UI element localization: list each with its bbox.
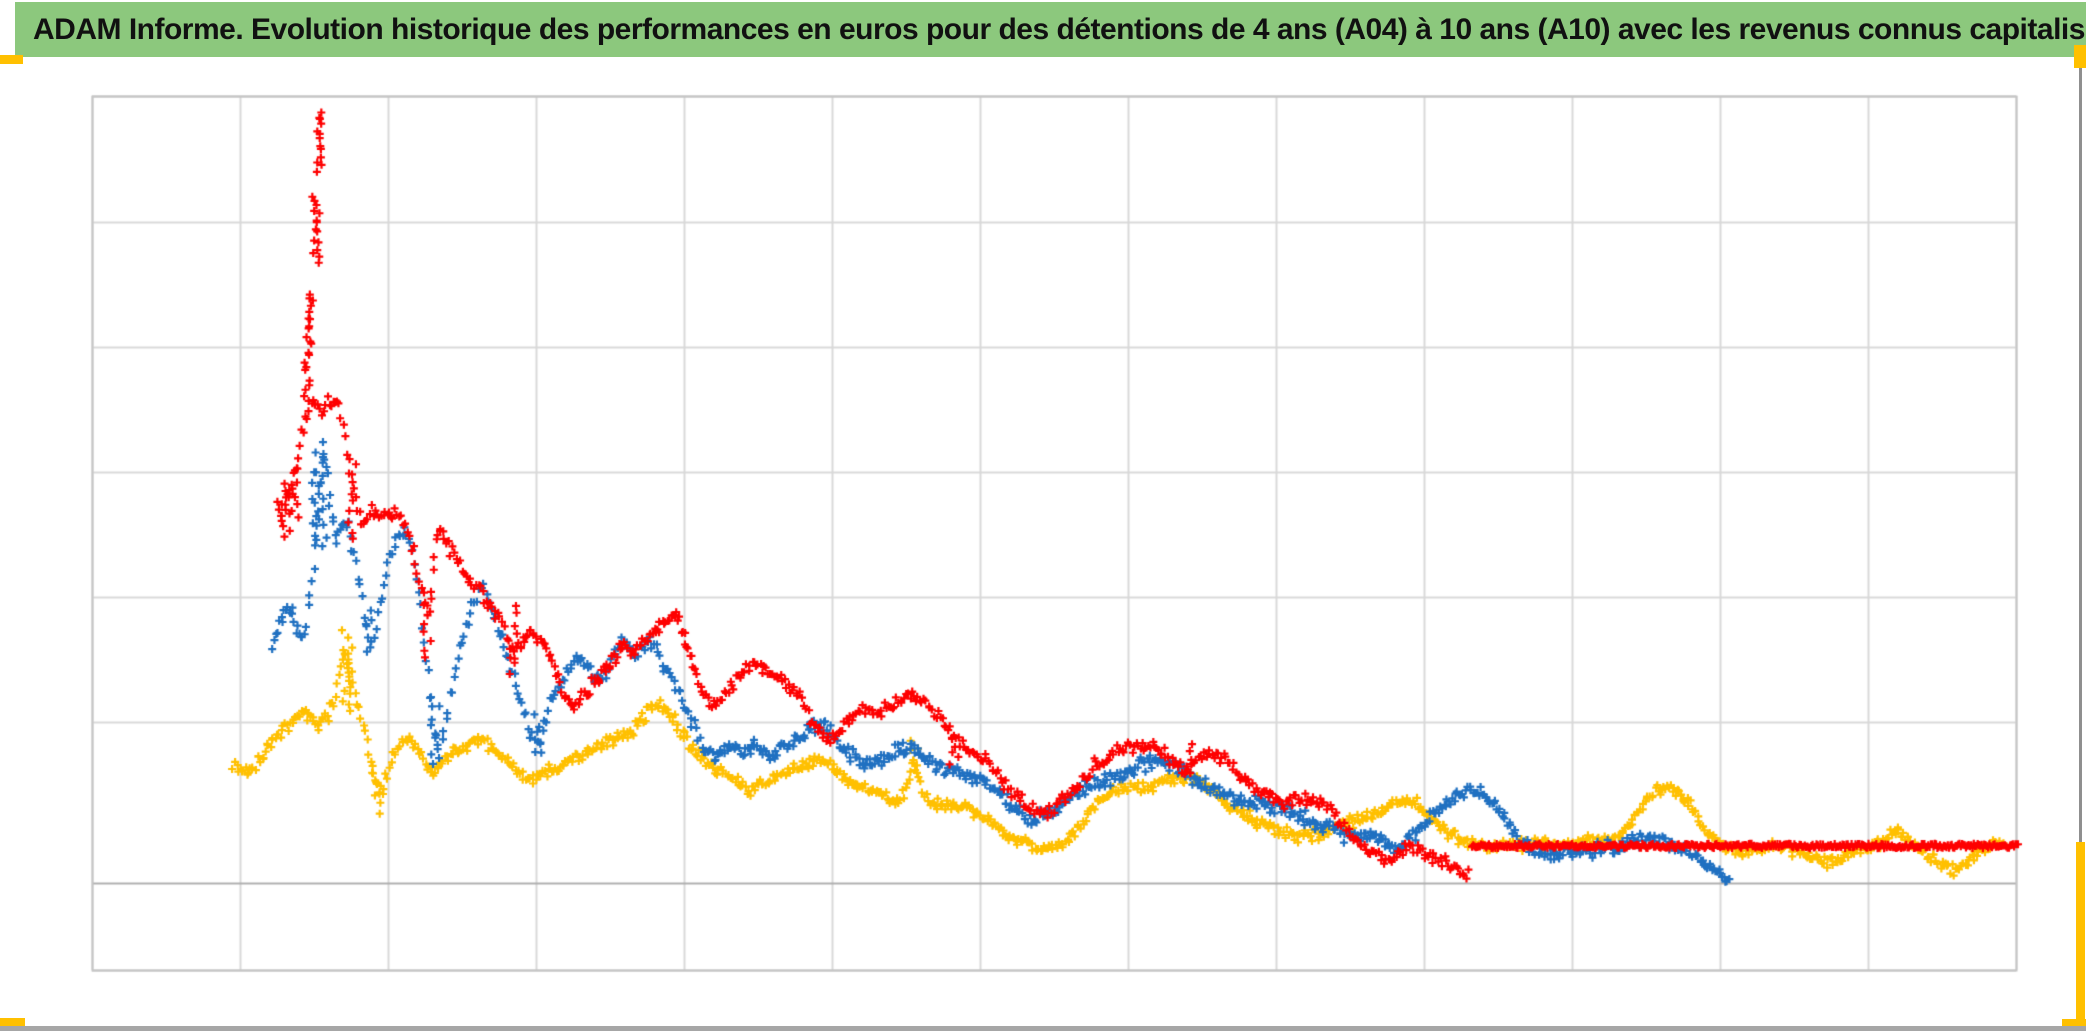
corner-accent-top-left bbox=[0, 55, 23, 64]
corner-accent-bottom-left bbox=[0, 1018, 25, 1028]
right-edge-rule bbox=[2079, 68, 2082, 842]
corner-accent-bottom-right bbox=[2062, 1019, 2086, 1029]
corner-accent-top-right bbox=[2074, 45, 2086, 68]
bottom-strip bbox=[0, 1026, 2086, 1031]
right-edge-accent-bar bbox=[2076, 842, 2085, 1029]
